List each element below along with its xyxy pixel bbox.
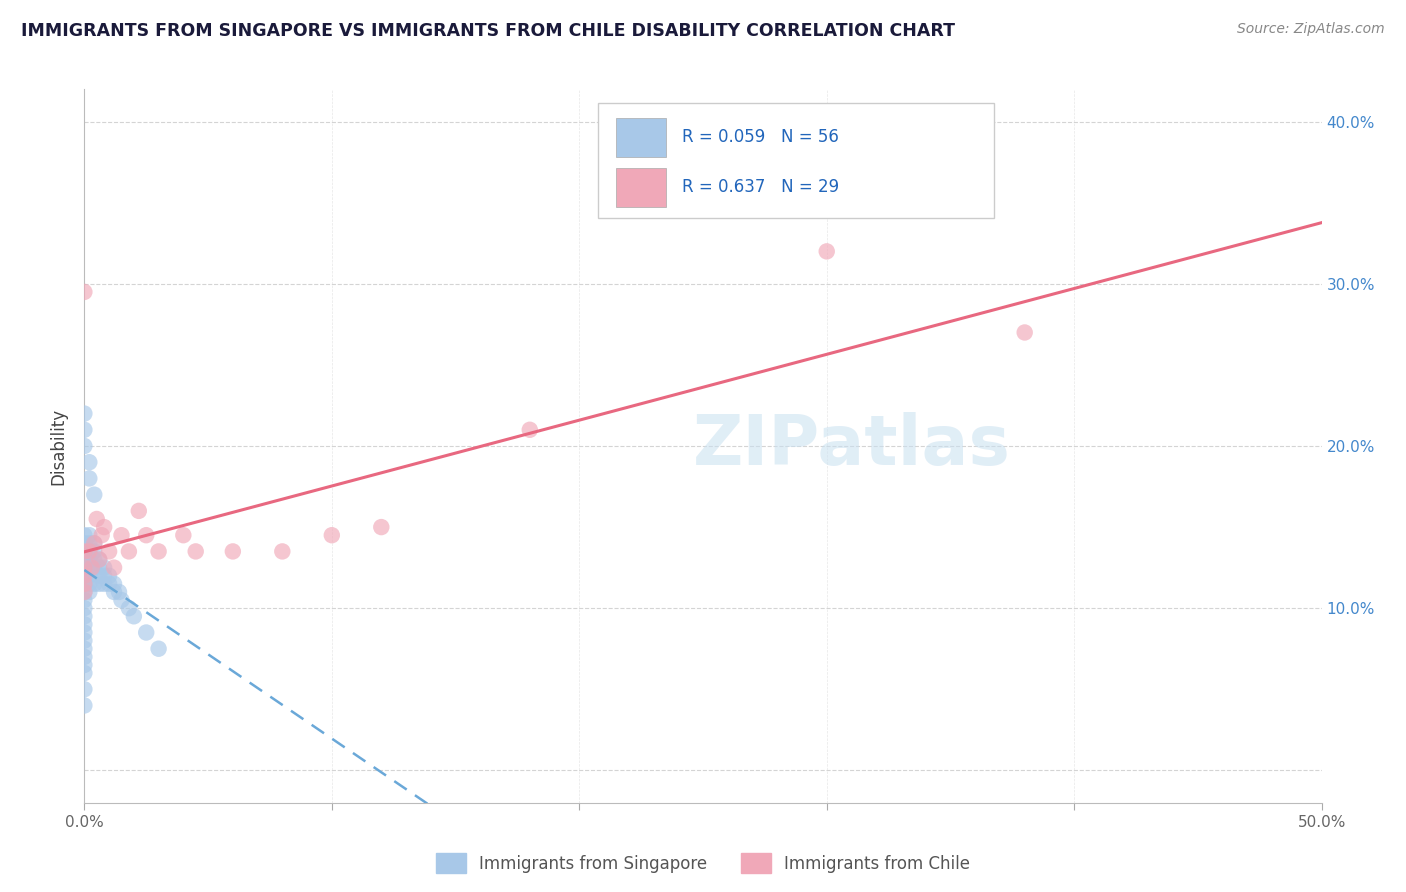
Point	[73, 536, 96, 550]
Point	[83, 488, 105, 502]
Point	[73, 552, 96, 566]
Point	[73, 641, 96, 656]
Point	[83, 536, 105, 550]
Point	[103, 577, 125, 591]
Point	[73, 577, 96, 591]
Point	[79, 536, 101, 550]
Point	[110, 528, 132, 542]
Point	[73, 560, 96, 574]
Point	[98, 544, 121, 558]
Point	[73, 560, 96, 574]
Text: R = 0.637   N = 29: R = 0.637 N = 29	[682, 178, 839, 196]
Point	[103, 560, 125, 574]
Point	[79, 560, 101, 574]
Y-axis label: Disability: Disability	[49, 408, 67, 484]
Point	[89, 552, 111, 566]
Point	[1014, 326, 1036, 340]
Text: IMMIGRANTS FROM SINGAPORE VS IMMIGRANTS FROM CHILE DISABILITY CORRELATION CHART: IMMIGRANTS FROM SINGAPORE VS IMMIGRANTS …	[21, 22, 955, 40]
Point	[93, 577, 115, 591]
Point	[98, 577, 121, 591]
FancyBboxPatch shape	[598, 103, 994, 218]
Legend: Immigrants from Singapore, Immigrants from Chile: Immigrants from Singapore, Immigrants fr…	[429, 847, 977, 880]
Point	[79, 544, 101, 558]
Point	[73, 528, 96, 542]
Point	[80, 560, 103, 574]
Point	[135, 625, 157, 640]
Point	[83, 552, 105, 566]
Point	[73, 625, 96, 640]
Point	[89, 560, 111, 574]
Point	[73, 568, 96, 582]
Bar	[616, 118, 666, 157]
Point	[79, 471, 101, 485]
Point	[83, 560, 105, 574]
Point	[98, 568, 121, 582]
Point	[86, 512, 108, 526]
Point	[128, 504, 150, 518]
Point	[73, 585, 96, 599]
Point	[148, 544, 170, 558]
Point	[73, 601, 96, 615]
Point	[519, 423, 541, 437]
Point	[172, 528, 194, 542]
Point	[93, 568, 115, 582]
Text: R = 0.059   N = 56: R = 0.059 N = 56	[682, 128, 839, 146]
Point	[148, 641, 170, 656]
Point	[135, 528, 157, 542]
Text: Source: ZipAtlas.com: Source: ZipAtlas.com	[1237, 22, 1385, 37]
Point	[73, 577, 96, 591]
Point	[89, 577, 111, 591]
Point	[89, 552, 111, 566]
Point	[79, 528, 101, 542]
Point	[73, 657, 96, 672]
Point	[271, 544, 294, 558]
Point	[118, 544, 141, 558]
Point	[321, 528, 343, 542]
Point	[73, 698, 96, 713]
Point	[103, 585, 125, 599]
Text: ZIPatlas: ZIPatlas	[693, 412, 1011, 480]
Point	[79, 568, 101, 582]
Point	[83, 536, 105, 550]
Point	[83, 544, 105, 558]
Point	[108, 585, 131, 599]
Point	[90, 528, 112, 542]
Point	[79, 552, 101, 566]
Point	[79, 544, 101, 558]
Point	[73, 423, 96, 437]
Point	[815, 244, 838, 259]
Point	[370, 520, 392, 534]
Point	[93, 520, 115, 534]
Point	[118, 601, 141, 615]
Point	[73, 609, 96, 624]
Point	[73, 649, 96, 664]
Point	[79, 585, 101, 599]
Point	[73, 439, 96, 453]
Point	[73, 568, 96, 582]
Point	[73, 666, 96, 681]
Point	[73, 544, 96, 558]
Point	[73, 593, 96, 607]
Point	[73, 544, 96, 558]
Point	[184, 544, 207, 558]
Point	[79, 455, 101, 469]
Point	[93, 560, 115, 574]
Point	[79, 577, 101, 591]
Point	[122, 609, 145, 624]
Point	[73, 682, 96, 697]
Point	[110, 593, 132, 607]
Point	[89, 568, 111, 582]
Point	[73, 407, 96, 421]
Point	[73, 633, 96, 648]
Bar	[616, 168, 666, 207]
Point	[222, 544, 245, 558]
Point	[73, 285, 96, 299]
Point	[83, 577, 105, 591]
Point	[73, 585, 96, 599]
Point	[73, 617, 96, 632]
